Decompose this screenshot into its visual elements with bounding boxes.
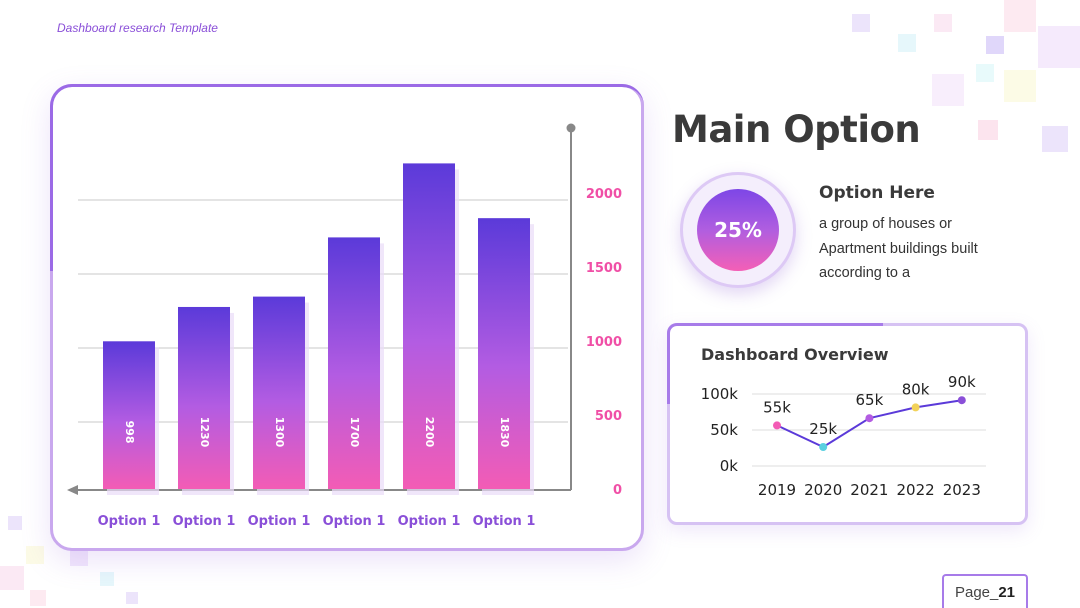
decor-square <box>26 546 44 564</box>
data-point <box>819 443 828 451</box>
decor-square <box>934 14 952 32</box>
bar-value-label: 998 <box>123 421 136 444</box>
x-tick-label: 2023 <box>943 481 981 499</box>
x-tick-label: 2019 <box>758 481 796 499</box>
decor-square <box>1042 126 1068 152</box>
bar <box>403 163 455 489</box>
point-label: 90k <box>948 373 976 391</box>
bar-value-label: 2200 <box>423 417 436 448</box>
point-label: 25k <box>809 420 837 438</box>
decor-square <box>8 516 22 530</box>
decor-square <box>30 590 46 606</box>
y-tick-label: 500 <box>595 409 622 424</box>
category-label: Option 1 <box>98 514 161 529</box>
percent-circle: 25% <box>697 189 779 271</box>
bar <box>103 341 155 489</box>
decor-square <box>898 34 916 52</box>
y-tick-label: 100k <box>701 385 739 403</box>
option-description: a group of houses or Apartment buildings… <box>819 212 1019 286</box>
category-label: Option 1 <box>323 514 386 529</box>
y-tick-label: 1500 <box>586 261 622 276</box>
y-tick-label: 0k <box>720 457 739 475</box>
data-point <box>957 396 966 405</box>
template-title: Dashboard research Template <box>57 21 218 35</box>
bar-value-label: 1700 <box>348 417 361 448</box>
bar <box>328 237 380 489</box>
bar <box>178 306 230 489</box>
decor-square <box>1038 26 1080 68</box>
decor-square <box>1004 70 1036 102</box>
percent-ring: 25% <box>680 172 796 288</box>
x-tick-label: 2020 <box>804 481 842 499</box>
bar-value-label: 1830 <box>498 417 511 448</box>
decor-square <box>852 14 870 32</box>
percent-value: 25% <box>714 218 762 242</box>
decor-square <box>70 548 88 566</box>
point-label: 80k <box>902 380 930 398</box>
decor-square <box>126 592 138 604</box>
decor-square <box>978 120 998 140</box>
bar <box>478 218 530 489</box>
y-axis-end-dot <box>566 123 576 133</box>
page-number-tag: Page_ 21 <box>942 574 1028 608</box>
category-label: Option 1 <box>248 514 311 529</box>
bar <box>253 296 305 489</box>
option-desc-line: according to a <box>819 265 911 281</box>
bar-value-label: 1300 <box>273 417 286 448</box>
y-tick-label: 2000 <box>586 187 622 202</box>
y-tick-label: 0 <box>613 483 622 498</box>
x-axis-arrow <box>67 485 78 495</box>
decor-square <box>1004 0 1036 32</box>
category-label: Option 1 <box>473 514 536 529</box>
x-tick-label: 2021 <box>850 481 888 499</box>
category-label: Option 1 <box>173 514 236 529</box>
x-tick-label: 2022 <box>897 481 935 499</box>
page-number: 21 <box>998 583 1016 601</box>
bar-value-label: 1230 <box>198 417 211 448</box>
decor-square <box>932 74 964 106</box>
option-desc-line: Apartment buildings built <box>819 240 978 257</box>
point-label: 65k <box>856 391 884 409</box>
y-tick-label: 1000 <box>586 335 622 350</box>
dashboard-title: Dashboard Overview <box>701 345 889 364</box>
dashboard-overview-card: Dashboard Overview <box>667 323 1028 525</box>
option-title: Option Here <box>819 183 935 203</box>
decor-square <box>976 64 994 82</box>
decor-square <box>0 566 24 590</box>
decor-square <box>100 572 114 586</box>
main-title: Main Option <box>672 108 921 151</box>
option-desc-line: a group of houses or <box>819 216 953 232</box>
category-label: Option 1 <box>398 514 461 529</box>
data-point <box>773 421 781 430</box>
point-label: 55k <box>763 398 791 416</box>
data-point <box>865 414 874 423</box>
y-tick-label: 50k <box>710 421 738 439</box>
decor-square <box>986 36 1004 54</box>
data-point <box>911 403 920 412</box>
page-prefix: Page_ <box>954 583 999 601</box>
